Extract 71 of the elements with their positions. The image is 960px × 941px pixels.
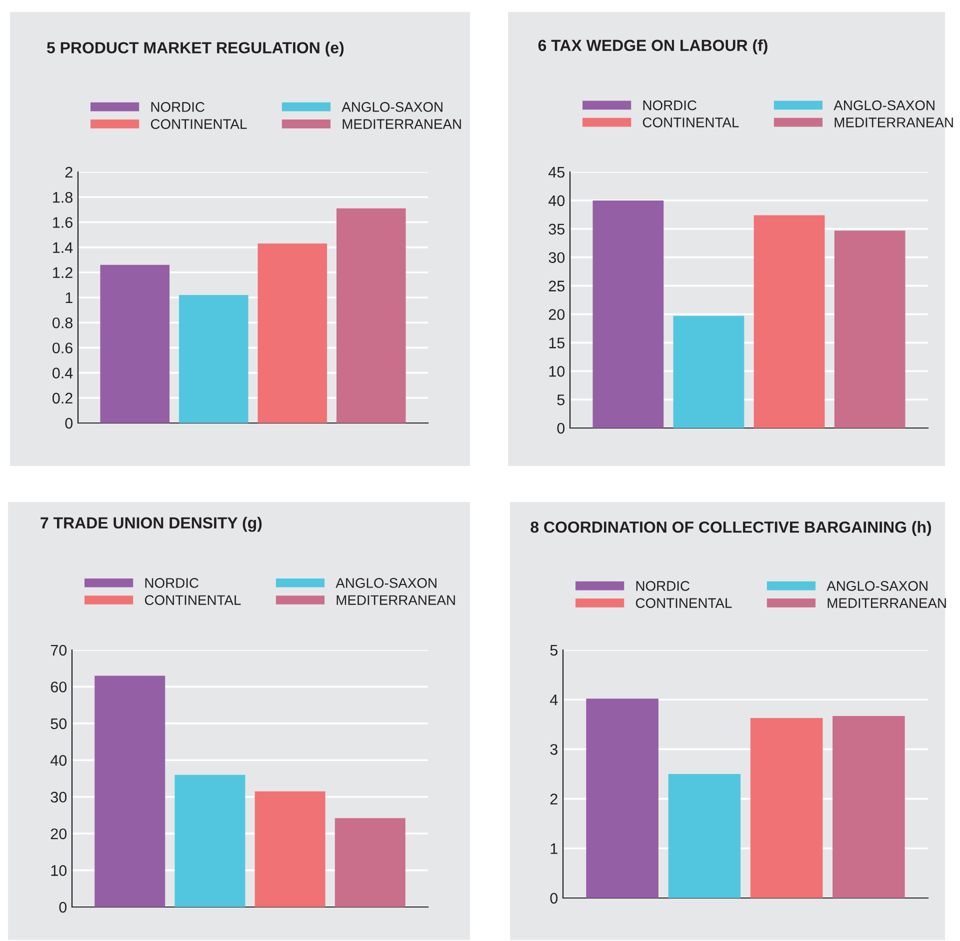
y-tick-label: 0.8 [52,317,72,328]
y-tick-label: 40 [50,755,67,766]
y-tick-label: 20 [548,309,565,320]
legend-label: ANGLO-SAXON [826,581,928,591]
y-tick-label: 0 [59,902,67,913]
y-tick-label: 0 [65,418,73,429]
legend-label: CONTINENTAL [642,118,739,128]
bar [586,698,658,898]
y-tick-label: 25 [548,280,564,292]
bar [336,208,406,423]
bar [750,718,823,898]
bar [100,264,170,423]
y-tick-label: 40 [548,195,565,206]
legend-label: NORDIC [636,581,690,591]
chart-title: 7 TRADE UNION DENSITY (g) [40,516,262,532]
y-tick-label: 10 [549,366,565,377]
chart-title: 6 TAX WEDGE ON LABOUR (f) [538,39,768,54]
y-tick-label: 5 [557,394,564,406]
legend-label: ANGLO-SAXON [834,100,934,110]
legend-label: NORDIC [145,578,198,588]
bar [254,791,326,907]
y-tick-label: 45 [548,167,564,178]
y-tick-label: 5 [550,645,558,656]
y-tick-label: 1.8 [53,192,72,203]
y-tick-label: 3 [550,744,558,755]
bar [178,294,248,423]
y-tick-label: 15 [549,338,564,348]
legend-label: ANGLO-SAXON [342,102,442,112]
y-tick-label: 1.2 [53,267,72,278]
bar [834,230,906,428]
bar [334,818,406,907]
legend-label: NORDIC [643,100,696,110]
bar [592,200,664,428]
bar [668,774,741,898]
y-tick-label: 60 [50,682,67,692]
legend-label: MEDITERRANEAN [834,118,953,128]
y-tick-label: 10 [51,865,67,876]
legend-label: CONTINENTAL [636,598,732,608]
y-tick-label: 0.4 [52,368,73,378]
legend-label: CONTINENTAL [150,119,247,129]
legend-label: MEDITERRANEAN [828,598,946,608]
y-tick-label: 30 [548,252,565,264]
bar [174,774,246,907]
y-tick-label: 1 [66,292,72,304]
y-tick-label: 30 [50,792,67,803]
bar [94,676,166,907]
y-tick-label: 1.6 [53,217,72,228]
legend-label: CONTINENTAL [144,595,241,606]
legend-label: MEDITERRANEAN [342,119,461,129]
y-tick-label: 4 [550,694,558,706]
y-tick-label: 2 [65,166,72,178]
y-tick-label: 0.6 [52,342,72,354]
bar [754,215,825,428]
legend-label: ANGLO-SAXON [336,578,436,588]
bar [832,716,905,898]
chart-title: 5 PRODUCT MARKET REGULATION (e) [46,42,344,57]
y-tick-label: 35 [548,224,564,235]
bar [673,316,744,428]
y-tick-label: 50 [50,718,67,730]
legend-label: MEDITERRANEAN [336,595,455,605]
y-tick-label: 0 [557,422,565,434]
y-tick-label: 20 [50,828,67,840]
y-tick-label: 1.4 [53,242,73,253]
bar [258,244,328,423]
y-tick-label: 0.2 [52,392,72,404]
y-tick-label: 1 [550,843,558,854]
chart-title: 8 COORDINATION OF COLLECTIVE BARGAINING (h) [530,521,932,536]
y-tick-label: 2 [550,794,558,804]
y-tick-label: 70 [50,644,67,656]
legend-label: NORDIC [151,102,204,112]
y-tick-label: 0 [550,892,558,904]
